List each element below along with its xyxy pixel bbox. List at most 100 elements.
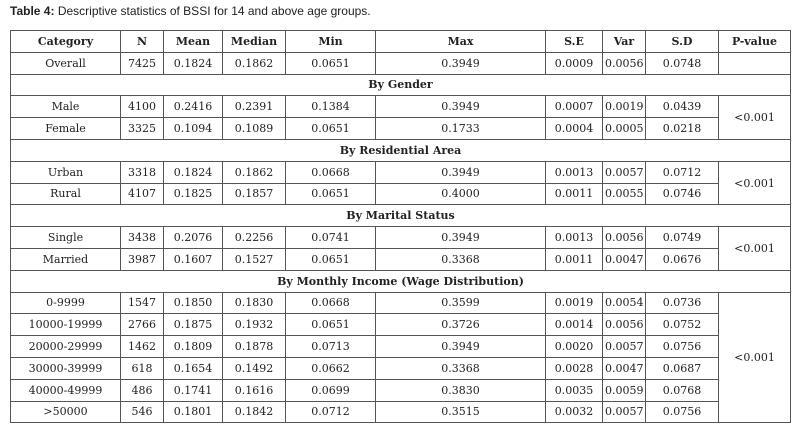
overall-row: Overall 7425 0.1824 0.1862 0.0651 0.3949 0.000…	[10, 51, 791, 75]
cell: 0.3368	[375, 356, 546, 380]
cell: 0.2076	[163, 226, 223, 249]
cell: 0.0662	[285, 356, 376, 380]
cell: 0.4000	[375, 182, 546, 206]
cell: 0.1932	[222, 313, 286, 337]
cell: 0.0011	[545, 182, 603, 206]
cell: 0.1607	[163, 247, 223, 271]
data-row: Female 3325 0.1094 0.1089 0.0651 0.1733 0.0004…	[10, 117, 791, 140]
cell: 0.3726	[375, 313, 546, 337]
cell: 0.1857	[222, 182, 286, 206]
cell: 0.1842	[222, 400, 286, 424]
data-row: Male 4100 0.2416 0.2391 0.1384 0.3949 0.0007 0.…	[10, 95, 791, 140]
cell: 40000-49999	[10, 378, 121, 402]
cell: 0.2391	[222, 95, 286, 119]
cell: 0.0054	[602, 291, 646, 315]
cell: 2766	[120, 313, 164, 337]
cell: 0.1733	[375, 117, 546, 140]
cell: Urban	[10, 160, 121, 184]
header-cell: Max	[375, 30, 546, 53]
section-row: By Marital Status	[10, 204, 791, 228]
cell: 0.0057	[602, 335, 646, 358]
caption-text: Descriptive statistics of BSSI for 14 an…	[57, 4, 371, 18]
cell: 0.0020	[545, 335, 603, 358]
cell: 0.0651	[285, 117, 376, 140]
cell: 0.3949	[375, 51, 546, 75]
p-value: <0.001	[718, 226, 791, 271]
p-value: <0.001	[718, 160, 791, 206]
table-body: Category N Mean Median Min Max S.E Var S.D P-valu…	[10, 30, 791, 424]
section-title: By Monthly Income (Wage Distribution)	[10, 269, 791, 293]
section-title: By Gender	[10, 73, 791, 97]
cell: 0.0752	[645, 313, 719, 337]
cell: 0.0712	[645, 160, 719, 184]
empty-cell	[718, 51, 791, 75]
data-row: Rural 4107 0.1825 0.1857 0.0651 0.4000 0.0011 0…	[10, 182, 791, 206]
data-row: 30000-39999 618 0.1654 0.1492 0.0662 0.3368 0.…	[10, 356, 791, 380]
cell: 0.1094	[163, 117, 223, 140]
cell: 0.0032	[545, 400, 603, 424]
cell: 0.1089	[222, 117, 286, 140]
data-row: 20000-29999 1462 0.1809 0.1878 0.0713 0.3949 0…	[10, 335, 791, 358]
cell: 0.0007	[545, 95, 603, 119]
section-title: By Residential Area	[10, 138, 791, 162]
cell: 3438	[120, 226, 164, 249]
cell: 0.0651	[285, 51, 376, 75]
cell: Rural	[10, 182, 121, 206]
cell: 0.3949	[375, 226, 546, 249]
cell: 0.0748	[645, 51, 719, 75]
cell: 0.0218	[645, 117, 719, 140]
cell: 0.0019	[602, 95, 646, 119]
header-row: Category N Mean Median Min Max S.E Var S.D P-valu…	[10, 30, 791, 53]
cell: 0.1824	[163, 160, 223, 184]
cell: 0.1862	[222, 51, 286, 75]
section-row: By Residential Area	[10, 138, 791, 162]
cell: 0.0047	[602, 356, 646, 380]
cell: 0.0013	[545, 160, 603, 184]
cell: 0.1809	[163, 335, 223, 358]
section-row: By Gender	[10, 73, 791, 97]
cell: 0.0713	[285, 335, 376, 358]
cell: 0.0005	[602, 117, 646, 140]
cell: 3318	[120, 160, 164, 184]
caption-label: Table 4:	[10, 4, 55, 18]
cell: 0.1830	[222, 291, 286, 315]
cell: 4100	[120, 95, 164, 119]
cell: 7425	[120, 51, 164, 75]
header-cell: S.E	[545, 30, 603, 53]
cell: 4107	[120, 182, 164, 206]
data-row: Single 3438 0.2076 0.2256 0.0741 0.3949 0.0013…	[10, 226, 791, 271]
cell: 30000-39999	[10, 356, 121, 380]
section-title: By Marital Status	[10, 204, 791, 228]
header-cell: Mean	[163, 30, 223, 53]
cell: Married	[10, 247, 121, 271]
cell: 0.1862	[222, 160, 286, 184]
cell: 0.0651	[285, 247, 376, 271]
cell: 0.2256	[222, 226, 286, 249]
cell: 0.0055	[602, 182, 646, 206]
cell: 0.0028	[545, 356, 603, 380]
cell: 0.0047	[602, 247, 646, 271]
cell: 0.0756	[645, 335, 719, 358]
cell: Male	[10, 95, 121, 119]
cell: 3987	[120, 247, 164, 271]
cell: 3325	[120, 117, 164, 140]
cell: 0.1492	[222, 356, 286, 380]
cell: 0.0004	[545, 117, 603, 140]
p-value: <0.001	[718, 291, 791, 424]
stats-table: Category N Mean Median Min Max S.E Var S.D P-valu…	[10, 30, 791, 424]
cell: 0.1527	[222, 247, 286, 271]
cell: 0.0676	[645, 247, 719, 271]
data-row: Married 3987 0.1607 0.1527 0.0651 0.3368 0.001…	[10, 247, 791, 271]
cell: Single	[10, 226, 121, 249]
header-cell: P-value	[718, 30, 791, 53]
cell: 0.0746	[645, 182, 719, 206]
cell: 0.1801	[163, 400, 223, 424]
cell: 0.0741	[285, 226, 376, 249]
cell: 1547	[120, 291, 164, 315]
cell: 0.0013	[545, 226, 603, 249]
cell: 0.0756	[645, 400, 719, 424]
cell: 0.0057	[602, 160, 646, 184]
data-row: 10000-19999 2766 0.1875 0.1932 0.0651 0.3726 0…	[10, 313, 791, 337]
header-cell: Var	[602, 30, 646, 53]
